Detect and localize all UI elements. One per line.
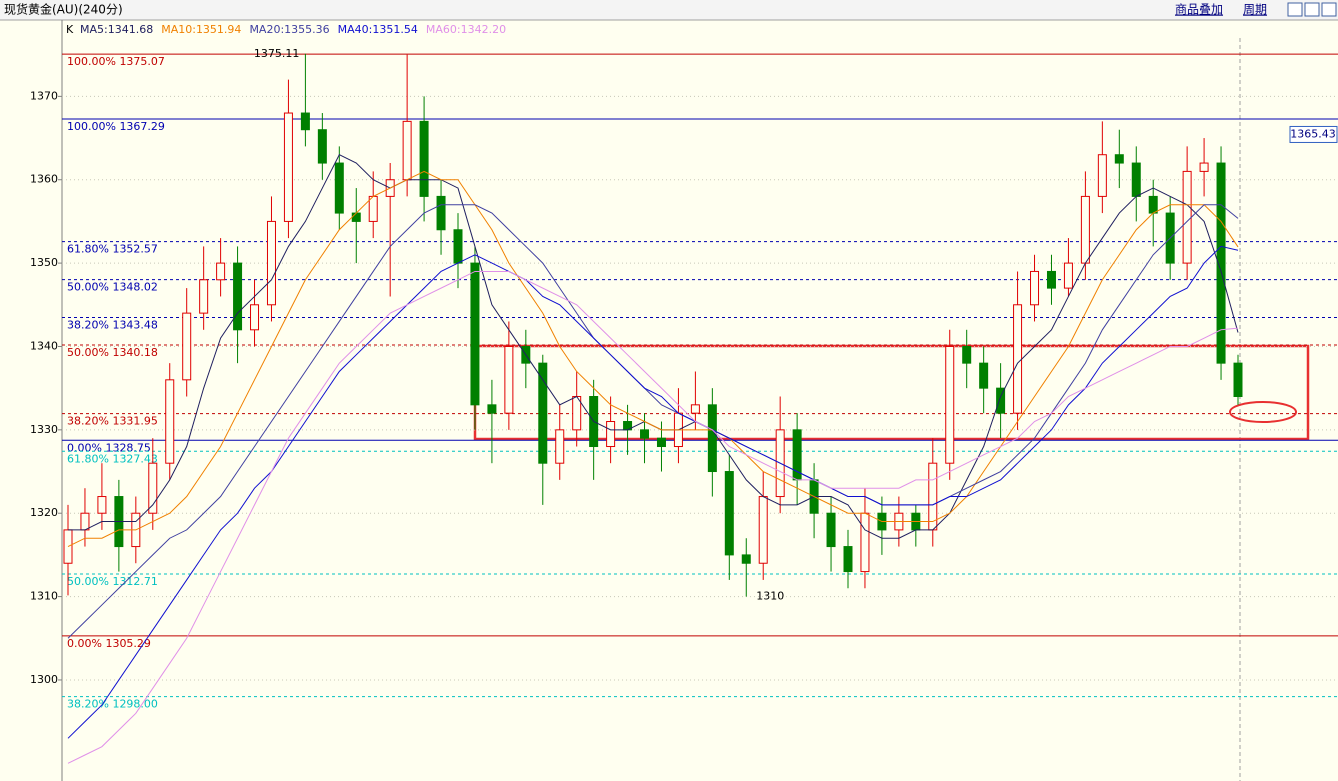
price-tag bbox=[1289, 125, 1338, 143]
overlay-button[interactable]: 商品叠加 bbox=[1175, 2, 1223, 17]
ma-line bbox=[67, 170, 1239, 548]
legend-entry: MA5:1341.68 bbox=[80, 23, 153, 36]
candle-body bbox=[317, 129, 327, 164]
ma-line bbox=[67, 245, 1239, 739]
fib-label: 38.20% 1331.95 bbox=[67, 415, 158, 428]
fib-label: 50.00% 1312.71 bbox=[67, 575, 158, 588]
candle-body bbox=[656, 437, 666, 448]
candle-body bbox=[504, 345, 514, 414]
candle-body bbox=[1131, 162, 1141, 197]
legend-entry: MA10:1351.94 bbox=[161, 23, 241, 36]
candle-body bbox=[368, 195, 378, 222]
candle-body bbox=[453, 229, 463, 264]
candle-body bbox=[351, 212, 361, 222]
candle-body bbox=[199, 279, 209, 314]
price-tag-label: 1365.43 bbox=[1290, 127, 1336, 140]
ma-line bbox=[67, 270, 1239, 764]
candle-body bbox=[1182, 170, 1192, 264]
candle-body bbox=[436, 195, 446, 231]
candle-body bbox=[80, 512, 90, 531]
candle-body bbox=[470, 262, 480, 406]
legend-k: K bbox=[66, 23, 74, 36]
ma-line bbox=[67, 204, 1239, 639]
legend-entry: MA40:1351.54 bbox=[338, 23, 418, 36]
y-tick-label: 1310 bbox=[30, 590, 58, 603]
candle-body bbox=[266, 220, 276, 306]
candle-body bbox=[758, 496, 768, 564]
header-title: 现货黄金(AU)(240分) bbox=[4, 2, 123, 17]
fib-label: 61.80% 1352.57 bbox=[67, 243, 158, 256]
candle-body bbox=[826, 512, 836, 548]
legend-entry: MA60:1342.20 bbox=[426, 23, 506, 36]
candle-body bbox=[741, 554, 751, 564]
candle-body bbox=[1013, 304, 1023, 414]
candle-body bbox=[724, 471, 734, 556]
candle-body bbox=[979, 362, 989, 389]
nav-reset[interactable] bbox=[1321, 2, 1337, 17]
candle-body bbox=[216, 262, 226, 281]
candle-body bbox=[250, 304, 260, 331]
candle-body bbox=[945, 345, 955, 464]
candle-body bbox=[300, 112, 310, 131]
fib-label: 38.20% 1343.48 bbox=[67, 318, 158, 331]
low-label: 1310 bbox=[756, 590, 784, 603]
candle-body bbox=[606, 421, 616, 448]
header-bar bbox=[0, 0, 1338, 20]
legend: MA5:1341.68 MA10:1351.94 MA20:1355.36 MA40:… bbox=[80, 23, 506, 36]
candle-body bbox=[962, 345, 972, 364]
y-tick-label: 1370 bbox=[30, 89, 58, 102]
y-tick-label: 1320 bbox=[30, 506, 58, 519]
candle-body bbox=[402, 120, 412, 181]
candle-body bbox=[1097, 154, 1107, 197]
nav-left[interactable] bbox=[1287, 2, 1303, 17]
fib-label: 100.00% 1375.07 bbox=[67, 55, 165, 68]
candle-body bbox=[182, 312, 192, 381]
candle-body bbox=[707, 404, 717, 473]
fib-label: 100.00% 1367.29 bbox=[67, 120, 165, 133]
candle-body bbox=[1046, 270, 1056, 289]
candle-body bbox=[334, 162, 344, 214]
y-tick-label: 1350 bbox=[30, 256, 58, 269]
candle-body bbox=[843, 546, 853, 573]
fib-label: 50.00% 1340.18 bbox=[67, 346, 158, 359]
candle-body bbox=[1063, 262, 1073, 289]
fib-label: 38.20% 1298.00 bbox=[67, 698, 158, 711]
fib-label: 61.80% 1327.43 bbox=[67, 452, 158, 465]
candle-body bbox=[1148, 195, 1158, 214]
candle-body bbox=[538, 362, 548, 464]
fib-label: 0.00% 1305.29 bbox=[67, 637, 151, 650]
candle-body bbox=[640, 429, 650, 439]
candle-body bbox=[1233, 362, 1243, 397]
candle-body bbox=[233, 262, 243, 331]
nav-right[interactable] bbox=[1304, 2, 1320, 17]
candle-body bbox=[1199, 162, 1209, 172]
y-tick-label: 1340 bbox=[30, 339, 58, 352]
candle-body bbox=[690, 404, 700, 414]
candle-body bbox=[148, 462, 158, 514]
candle-body bbox=[1080, 195, 1090, 264]
period-button[interactable]: 周期 bbox=[1243, 3, 1267, 17]
candle-body bbox=[1216, 162, 1226, 364]
candle-body bbox=[1030, 270, 1040, 306]
highlight-ellipse bbox=[1229, 401, 1297, 423]
candle-body bbox=[487, 404, 497, 414]
candle-body bbox=[1114, 154, 1124, 164]
candle-body bbox=[555, 429, 565, 464]
legend-entry: MA20:1355.36 bbox=[249, 23, 329, 36]
y-tick-label: 1300 bbox=[30, 673, 58, 686]
y-tick-label: 1360 bbox=[30, 173, 58, 186]
candle-body bbox=[97, 496, 107, 514]
candle-body bbox=[165, 379, 175, 464]
candle-body bbox=[283, 112, 293, 222]
candle-body bbox=[419, 120, 429, 197]
high-label: 1375.11 bbox=[254, 47, 300, 60]
fib-label: 50.00% 1348.02 bbox=[67, 281, 158, 294]
candle-body bbox=[996, 387, 1006, 414]
y-tick-label: 1330 bbox=[30, 423, 58, 436]
candle-body bbox=[860, 512, 870, 573]
